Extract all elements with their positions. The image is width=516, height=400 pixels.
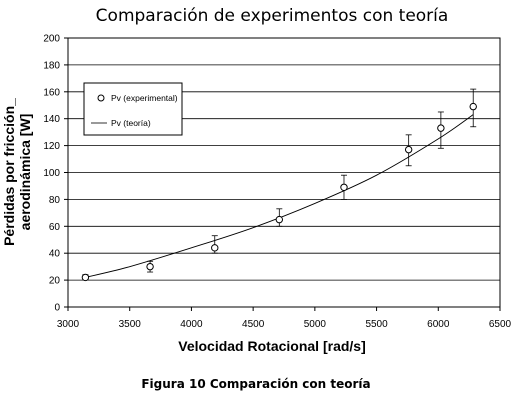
y-tick-label: 80 bbox=[49, 195, 61, 206]
y-tick-label: 100 bbox=[43, 168, 60, 179]
x-tick-label: 3000 bbox=[57, 319, 80, 330]
x-tick-label: 3500 bbox=[119, 319, 142, 330]
legend-label-theory: Pv (teoría) bbox=[111, 118, 151, 128]
data-point-experimental bbox=[81, 273, 90, 282]
data-point-experimental bbox=[211, 244, 219, 252]
data-point-experimental bbox=[437, 124, 445, 132]
legend-marker-experimental bbox=[97, 94, 105, 102]
y-tick-label: 200 bbox=[43, 34, 60, 45]
y-tick-label: 120 bbox=[43, 141, 60, 152]
data-point-experimental bbox=[275, 215, 284, 224]
x-axis: 3000 3500 4000 4500 5000 5500 6000 6500 bbox=[57, 307, 512, 330]
y-tick-label: 40 bbox=[49, 249, 61, 260]
y-tick-label: 20 bbox=[49, 276, 61, 287]
legend-label-experimental: Pv (experimental) bbox=[111, 93, 178, 103]
x-tick-label: 6500 bbox=[489, 319, 512, 330]
legend-box bbox=[83, 82, 183, 136]
data-point-experimental bbox=[340, 183, 348, 191]
y-tick-label: 140 bbox=[43, 114, 60, 125]
y-tick-label: 160 bbox=[43, 87, 60, 98]
y-tick-label: 0 bbox=[54, 303, 60, 314]
y-axis: 0 20 40 60 80 100 120 140 160 180 200 bbox=[43, 34, 68, 314]
y-axis-label-line2: aerodinámica [W] bbox=[17, 114, 33, 231]
y-axis-label-line1: Pérdidas por fricción_ bbox=[1, 98, 17, 246]
x-tick-label: 5000 bbox=[304, 319, 327, 330]
data-point-experimental bbox=[404, 145, 413, 154]
series-layer bbox=[81, 88, 477, 282]
legend: Pv (experimental) Pv (teoría) bbox=[83, 82, 183, 136]
y-tick-label: 60 bbox=[49, 222, 61, 233]
x-tick-label: 4500 bbox=[242, 319, 265, 330]
x-axis-label: Velocidad Rotacional [rad/s] bbox=[178, 338, 366, 354]
data-point-experimental bbox=[146, 262, 154, 271]
figure-caption: Figura 10 Comparación con teoría bbox=[141, 377, 370, 391]
y-tick-label: 180 bbox=[43, 60, 60, 71]
x-tick-label: 5500 bbox=[365, 319, 388, 330]
chart-title: Comparación de experimentos con teoría bbox=[96, 6, 449, 26]
series-theory-line bbox=[85, 114, 474, 278]
data-point-experimental bbox=[469, 102, 477, 111]
x-tick-label: 4000 bbox=[180, 319, 203, 330]
x-tick-label: 6000 bbox=[427, 319, 450, 330]
